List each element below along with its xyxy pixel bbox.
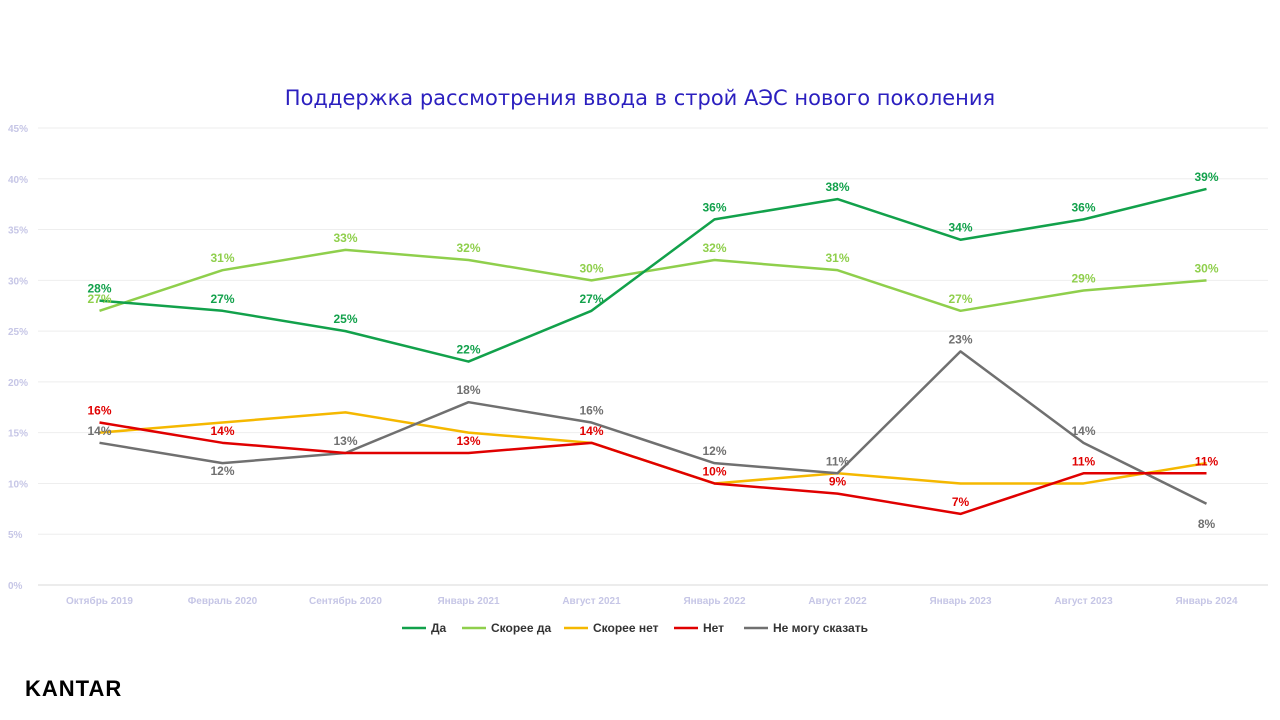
data-label: 12% xyxy=(702,444,726,458)
data-label: 10% xyxy=(702,464,726,478)
y-tick-label: 25% xyxy=(8,327,28,338)
y-tick-label: 20% xyxy=(8,378,28,389)
data-label: 27% xyxy=(210,292,234,306)
kantar-logo: KANTAR xyxy=(25,676,123,701)
data-label: 13% xyxy=(456,434,480,448)
data-label: 16% xyxy=(579,404,603,418)
data-label: 31% xyxy=(210,251,234,265)
data-label: 33% xyxy=(333,231,357,245)
data-label: 32% xyxy=(456,241,480,255)
chart-title: Поддержка рассмотрения ввода в строй АЭС… xyxy=(284,86,996,110)
x-tick-label: Сентябрь 2020 xyxy=(309,595,382,607)
data-label: 11% xyxy=(1195,454,1219,468)
data-label: 29% xyxy=(1071,271,1095,285)
data-label: 14% xyxy=(579,424,603,438)
y-tick-label: 40% xyxy=(8,175,28,186)
legend-label: Скорее нет xyxy=(593,621,659,635)
data-label: 11% xyxy=(826,454,850,468)
series-line xyxy=(99,248,1207,313)
data-label: 14% xyxy=(1071,424,1095,438)
data-label: 30% xyxy=(579,261,603,275)
data-label: 32% xyxy=(702,241,726,255)
data-label: 28% xyxy=(87,282,111,296)
data-label: 14% xyxy=(210,424,234,438)
data-label: 27% xyxy=(948,292,972,306)
y-tick-label: 15% xyxy=(8,429,28,440)
y-tick-label: 30% xyxy=(8,276,28,287)
legend-label: Скорее да xyxy=(491,621,551,635)
y-tick-label: 5% xyxy=(8,530,23,541)
data-label: 39% xyxy=(1194,170,1218,184)
x-tick-label: Август 2022 xyxy=(808,596,867,607)
series-line xyxy=(99,350,1208,505)
data-label: 16% xyxy=(87,404,111,418)
data-label: 31% xyxy=(825,251,849,265)
y-tick-label: 10% xyxy=(8,479,28,490)
x-tick-label: Январь 2024 xyxy=(1175,596,1238,607)
x-tick-label: Январь 2022 xyxy=(683,596,746,607)
data-label: 27% xyxy=(579,292,603,306)
data-label: 30% xyxy=(1194,261,1218,275)
x-tick-label: Январь 2021 xyxy=(437,596,500,607)
legend-label: Да xyxy=(431,621,447,635)
legend-label: Нет xyxy=(703,621,724,635)
data-label: 27% xyxy=(87,292,111,306)
y-tick-label: 45% xyxy=(8,124,28,135)
x-tick-label: Октябрь 2019 xyxy=(66,595,133,607)
data-label: 34% xyxy=(948,221,972,235)
x-tick-label: Январь 2023 xyxy=(929,596,992,607)
y-tick-label: 35% xyxy=(8,226,28,237)
data-label: 12% xyxy=(210,464,234,478)
data-label: 36% xyxy=(1071,200,1095,214)
series-line xyxy=(99,187,1207,363)
data-label: 38% xyxy=(825,180,849,194)
data-label: 14% xyxy=(87,424,111,438)
x-tick-label: Август 2023 xyxy=(1054,596,1113,607)
legend-label: Не могу сказать xyxy=(773,621,868,635)
x-tick-label: Август 2021 xyxy=(562,596,621,607)
data-label: 18% xyxy=(456,383,480,397)
data-label: 36% xyxy=(702,200,726,214)
series-line xyxy=(99,411,1207,485)
series-line xyxy=(99,421,1207,516)
data-label: 7% xyxy=(952,495,970,509)
y-tick-label: 0% xyxy=(8,581,23,592)
data-label: 13% xyxy=(333,434,357,448)
data-label: 8% xyxy=(1198,517,1216,531)
data-label: 25% xyxy=(333,312,357,326)
data-label: 9% xyxy=(829,475,847,489)
data-label: 22% xyxy=(456,343,480,357)
data-label: 11% xyxy=(1072,454,1096,468)
data-label: 23% xyxy=(948,332,972,346)
x-tick-label: Февраль 2020 xyxy=(188,596,258,607)
